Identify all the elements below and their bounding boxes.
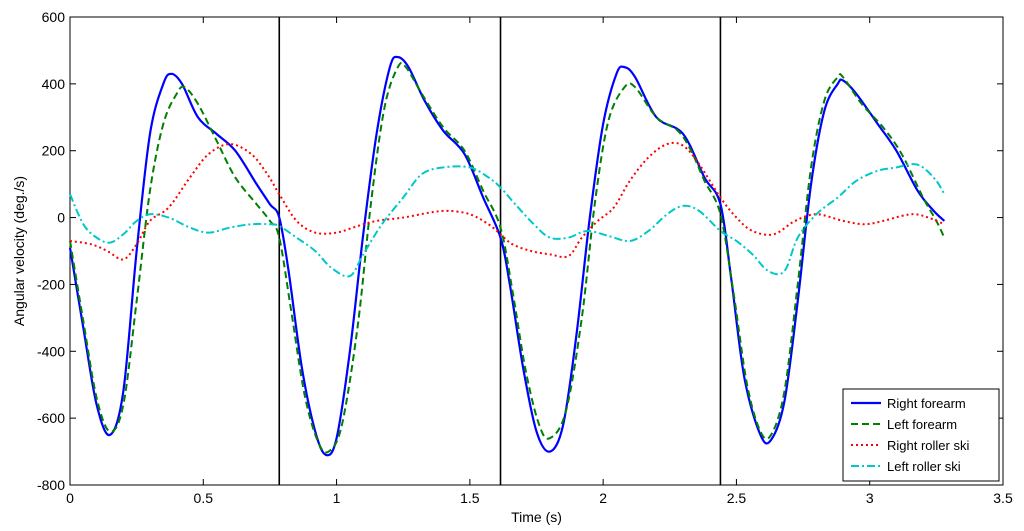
x-tick-label: 3.5 [993,490,1013,506]
legend-label-left-forearm: Left forearm [887,417,957,432]
x-tick-label: 1.5 [460,490,480,506]
x-tick-label: 0 [66,490,74,506]
data-series [68,55,946,457]
y-tick-label: 0 [57,210,65,226]
x-tick-label: 2 [599,490,607,506]
y-tick-label: 400 [42,76,66,92]
y-tick-label: -200 [37,276,65,292]
y-axis-label: Angular velocity (deg./s) [11,176,27,326]
y-tick-label: -600 [37,410,65,426]
x-tick-label: 3 [866,490,874,506]
series-line-right-roller-ski [69,141,945,261]
x-tick-label: 0.5 [194,490,214,506]
y-tick-label: 200 [42,143,66,159]
x-axis-label: Time (s) [511,509,562,525]
legend: Right forearm Left forearm Right roller sk… [842,388,1000,482]
series-line-left-roller-ski [69,163,946,278]
y-axis-ticks: -800 -600 -400 -200 0 200 400 600 [37,9,1003,493]
series-line-right-forearm [68,55,946,457]
series-line-left-forearm [69,61,946,454]
y-tick-label: -400 [37,343,65,359]
y-tick-label: -800 [37,477,65,493]
cycle-marker-lines [278,17,722,485]
x-axis-ticks: 0 0.5 1 1.5 2 2.5 3 3.5 [66,17,1013,506]
x-tick-label: 2.5 [727,490,747,506]
x-tick-label: 1 [333,490,341,506]
legend-label-right-forearm: Right forearm [887,396,966,411]
legend-label-right-roller-ski: Right roller ski [887,438,969,453]
y-tick-label: 600 [42,9,66,25]
legend-label-left-roller-ski: Left roller ski [887,459,961,474]
